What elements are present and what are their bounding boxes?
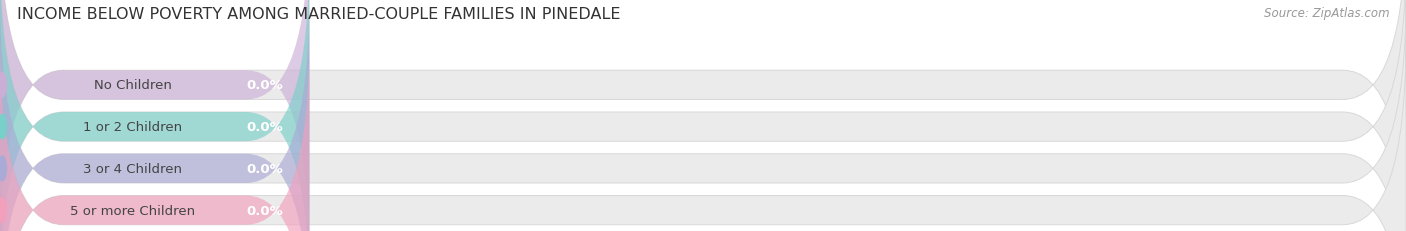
FancyBboxPatch shape bbox=[0, 0, 309, 231]
Text: 3 or 4 Children: 3 or 4 Children bbox=[83, 162, 181, 175]
Text: INCOME BELOW POVERTY AMONG MARRIED-COUPLE FAMILIES IN PINEDALE: INCOME BELOW POVERTY AMONG MARRIED-COUPL… bbox=[17, 7, 620, 22]
Text: 5 or more Children: 5 or more Children bbox=[70, 204, 195, 217]
Text: 0.0%: 0.0% bbox=[246, 121, 283, 134]
Circle shape bbox=[0, 198, 7, 222]
FancyBboxPatch shape bbox=[0, 38, 309, 231]
FancyBboxPatch shape bbox=[0, 0, 309, 231]
Circle shape bbox=[0, 115, 7, 139]
Text: No Children: No Children bbox=[94, 79, 172, 92]
Text: Source: ZipAtlas.com: Source: ZipAtlas.com bbox=[1264, 7, 1389, 20]
Text: 1 or 2 Children: 1 or 2 Children bbox=[83, 121, 183, 134]
Text: 0.0%: 0.0% bbox=[246, 204, 283, 217]
FancyBboxPatch shape bbox=[0, 38, 1406, 231]
FancyBboxPatch shape bbox=[0, 0, 309, 231]
Circle shape bbox=[0, 73, 7, 98]
Text: 0.0%: 0.0% bbox=[246, 162, 283, 175]
Circle shape bbox=[0, 156, 7, 181]
Text: 0.0%: 0.0% bbox=[246, 79, 283, 92]
